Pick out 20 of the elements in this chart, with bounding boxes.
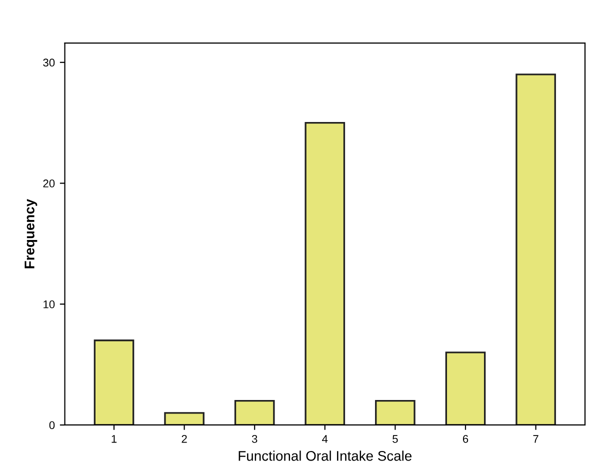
bar [516,74,556,425]
x-tick-label: 6 [462,435,468,443]
x-tick-label: 1 [112,435,117,443]
bar [94,340,134,425]
x-axis-title: Functional Oral Intake Scale [238,450,412,461]
x-tick-label: 4 [322,435,328,443]
y-tick-label: 10 [44,300,55,308]
bar [445,352,486,425]
x-tick-label: 7 [533,435,538,443]
y-axis-title: Frequency [24,198,38,268]
y-tick-label: 0 [49,421,55,430]
bar [375,400,416,425]
bar [164,412,204,425]
y-tick-label: 30 [43,58,55,67]
y-tick-label: 20 [43,180,55,188]
x-tick-label: 3 [252,435,258,443]
bar [234,400,275,425]
x-tick-label: 5 [392,435,398,443]
bar [304,122,346,425]
x-tick-label: 2 [182,435,187,443]
